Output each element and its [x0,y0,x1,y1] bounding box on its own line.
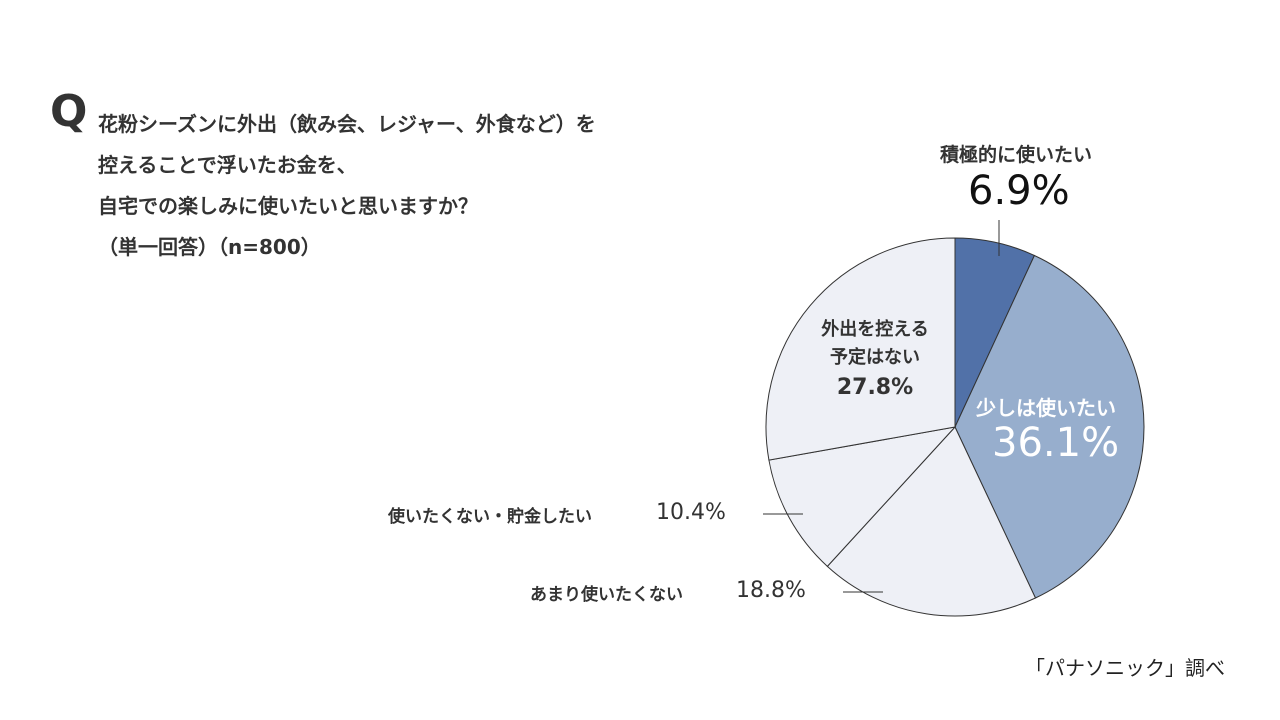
slice-label-not-much: あまり使いたくない [530,585,683,605]
slice-label-active: 積極的に使いたい [940,144,1093,166]
value-label-no-saving: 10.4% [656,500,726,525]
slice-label-line: 予定はない [830,347,920,368]
slice-label-little: 少しは使いたい [976,396,1116,420]
question-line: 自宅での楽しみに使いたいと思いますか？ [98,194,478,218]
slice-label-no-plan: 外出を控える 予定はない 27.8% [800,316,950,402]
question-mark: Q [50,86,88,137]
pie-slice-1 [954,254,1145,599]
question-line: 花粉シーズンに外出（飲み会、レジャー、外食など）を [98,112,596,136]
slice-label-no-saving: 使いたくない・貯金したい [388,507,592,527]
value-label-active: 6.9% [968,168,1070,214]
pie-slice-2 [826,426,1037,617]
source-note: 「パナソニック」調べ [1025,656,1225,680]
question-line: （単一回答）（n=800） [98,235,321,259]
pie-slice-4 [765,237,956,461]
question-line: 控えることで浮いたお金を、 [98,153,357,177]
value-label-little: 36.1% [992,420,1120,466]
pie-slice-3 [768,426,957,568]
question-text: 花粉シーズンに外出（飲み会、レジャー、外食など）を 控えることで浮いたお金を、 … [98,104,596,268]
slice-label-line: 外出を控える [821,319,929,340]
value-label-no-plan: 27.8% [836,375,914,400]
value-label-not-much: 18.8% [736,578,806,603]
